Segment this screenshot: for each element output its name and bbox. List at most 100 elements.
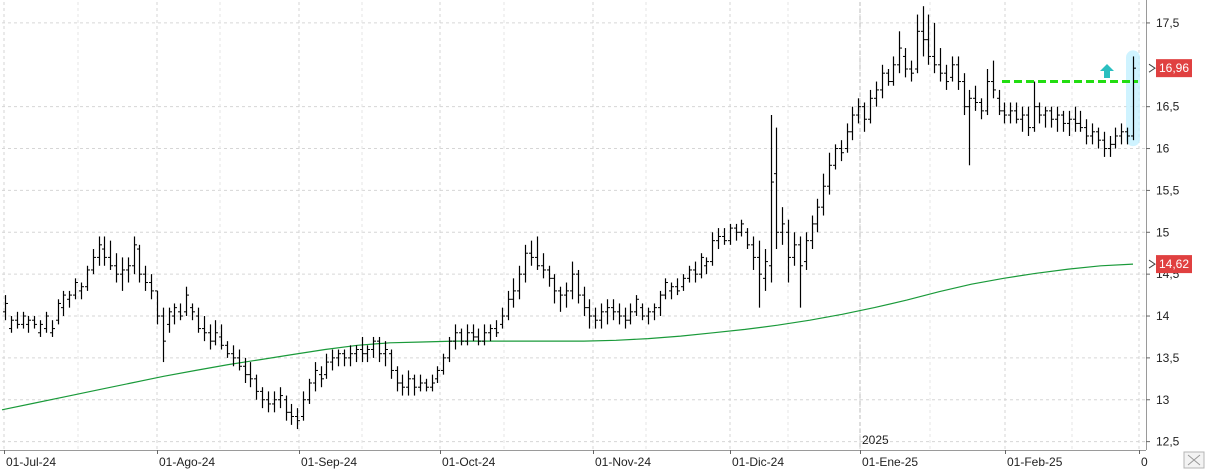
ohlc-bar [132,236,137,275]
ohlc-bar [833,144,838,170]
ohlc-bar [1119,123,1124,145]
price-tags: 16,96 14,62 [1148,59,1192,274]
ohlc-bar [184,286,189,317]
ohlc-bar [336,349,341,367]
ohlc-bar [880,64,885,99]
ohlc-bar [1084,119,1089,145]
ohlc-bar [623,307,628,329]
ohlc-bar [1102,131,1107,157]
ohlc-bar [73,278,78,300]
ohlc-bar [558,286,563,312]
x-tick-label: 01-Feb-25 [1007,455,1063,469]
ohlc-bar [605,299,610,325]
ohlc-bar [751,236,756,270]
year-label: 2025 [862,433,889,447]
ohlc-bar [342,349,347,367]
ohlc-bar [564,282,569,308]
ohlc-bar [921,6,926,57]
y-tick-label: 16 [1156,142,1170,156]
ohlc-bar [67,290,72,308]
ohlc-bar [476,328,481,346]
ohlc-bar [979,98,984,120]
ohlc-bar [728,223,733,245]
y-tick-label: 14 [1156,309,1170,323]
ohlc-bar [161,307,166,363]
ohlc-bar [108,240,113,270]
ohlc-bar [1096,127,1101,149]
ohlc-bar [874,81,879,107]
ohlc-bar [628,303,633,325]
ohlc-bar [488,324,493,342]
ohlc-bar [663,278,668,300]
y-tick-label: 16,5 [1156,100,1180,114]
last-price-tag-pointer [1148,63,1156,73]
chart-grid: 2025 [2,2,1146,450]
up-arrow-shape [1100,64,1114,78]
ohlc-bar [611,299,616,321]
ohlc-bar [389,349,394,379]
ohlc-bar [208,324,213,350]
ohlc-bar [810,215,815,250]
y-tick-label: 12,5 [1156,435,1180,449]
ohlc-bar [149,274,154,300]
ohlc-bar [839,140,844,162]
ohlc-bar [786,219,791,283]
ohlc-bar [102,236,107,266]
ohlc-bar [734,223,739,241]
ohlc-bar [956,56,961,90]
ohlc-bar [827,152,832,195]
ohlc-bar [61,290,66,317]
ohlc-bar [891,56,896,86]
ohlc-bar [1055,106,1060,132]
ohlc-bar [646,307,651,325]
ohlc-bar [704,257,709,275]
x-axis-ticks: 01-Jul-24 01-Ago-24 01-Sep-24 01-Oct-24 01-N… [4,450,1148,469]
y-tick-label: 13,5 [1156,351,1180,365]
ohlc-bar [699,253,704,279]
ohlc-bar [1067,110,1072,136]
ohlc-bar [1014,102,1019,124]
ohlc-bar [926,14,931,65]
moving-average-tag-text: 14,62 [1159,257,1189,271]
ohlc-bar [430,374,435,392]
ohlc-bar [272,391,277,413]
ohlc-bar [1061,110,1066,132]
ohlc-bar [850,106,855,141]
ohlc-bar [769,115,774,283]
ohlc-bar [471,324,476,342]
ohlc-bar [395,366,400,392]
ohlc-bar [406,370,411,396]
ohlc-bar [360,336,365,363]
ohlc-bar [313,362,318,392]
ohlc-bar [967,89,972,166]
ohlc-bar [739,219,744,237]
ohlc-bar [511,278,516,308]
ohlc-bar [722,228,727,245]
ohlc-bar [593,307,598,329]
ohlc-bar [804,232,809,270]
corner-button-icon [1187,454,1201,466]
ohlc-bar [85,265,90,291]
ohlc-bar [535,236,540,270]
ohlc-bar [1026,106,1031,136]
x-tick-label: 01-Dic-24 [732,455,784,469]
ohlc-bar [441,353,446,375]
x-tick-label: 01-Sep-24 [301,455,357,469]
ohlc-bar [845,123,850,153]
ohlc-bar [599,303,604,329]
moving-average-tag: 14,62 [1148,255,1192,274]
x-tick-label: 01-Ago-24 [159,455,215,469]
ohlc-bar [745,228,750,250]
ohlc-bar [44,311,49,333]
y-tick-label: 15 [1156,225,1170,239]
ohlc-bar [634,295,639,317]
ohlc-bar [868,89,873,124]
ohlc-bar [225,341,230,358]
ohlc-bar [254,374,259,400]
ohlc-bar [295,408,300,430]
ohlc-bar [435,366,440,384]
ohlc-bar [669,282,674,300]
ohlc-bar [582,286,587,317]
x-tick-label: 01-Nov-24 [595,455,651,469]
